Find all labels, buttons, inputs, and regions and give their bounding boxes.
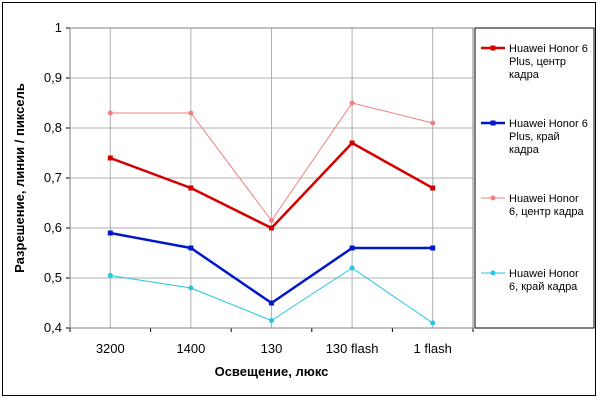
data-point	[188, 245, 194, 251]
data-point	[269, 318, 274, 323]
legend-marker	[490, 270, 496, 276]
data-point	[188, 110, 194, 116]
legend-marker	[490, 195, 496, 201]
y-axis-title: Разрешение, линии / пиксель	[12, 83, 27, 273]
data-point	[269, 300, 274, 306]
data-point	[269, 218, 274, 223]
legend-marker	[490, 45, 496, 51]
data-point	[188, 285, 194, 291]
data-point	[107, 273, 113, 278]
data-point	[107, 155, 113, 161]
data-point	[430, 120, 436, 126]
legend-box	[474, 27, 595, 329]
x-tick-label: 130 flash	[326, 341, 379, 356]
data-point	[107, 230, 113, 236]
y-tick-label: 0,4	[44, 320, 62, 335]
y-tick-label: 0,7	[44, 170, 62, 185]
legend-label-4: Huawei Honor 6, край кадра	[509, 268, 579, 293]
data-point	[430, 320, 436, 326]
data-point	[349, 245, 355, 251]
y-tick-label: 1	[55, 20, 62, 35]
y-tick-label: 0,8	[44, 120, 62, 135]
x-axis-title: Освещение, люкс	[215, 364, 329, 379]
plot-border	[69, 27, 474, 329]
x-tick-label: 3200	[96, 341, 125, 356]
y-tick-label: 0,9	[44, 70, 62, 85]
x-tick-label: 130	[261, 341, 283, 356]
x-tick-label: 1 flash	[414, 341, 452, 356]
y-tick-label: 0,5	[44, 270, 62, 285]
data-point	[349, 100, 355, 106]
data-point	[349, 140, 355, 146]
data-point	[430, 245, 436, 251]
legend-label-2: Huawei Honor 6 Plus, край кадра	[509, 118, 588, 156]
legend-label-1: Huawei Honor 6 Plus, центр кадра	[509, 43, 588, 81]
data-point	[107, 110, 113, 116]
y-tick-label: 0,6	[44, 220, 62, 235]
legend-marker	[490, 120, 496, 126]
data-point	[188, 185, 194, 191]
chart-frame	[2, 2, 596, 396]
x-tick-label: 1400	[176, 341, 205, 356]
data-point	[349, 265, 355, 271]
data-point	[269, 225, 274, 231]
data-point	[430, 185, 436, 191]
legend-label-3: Huawei Honor 6, центр кадра	[509, 193, 585, 218]
